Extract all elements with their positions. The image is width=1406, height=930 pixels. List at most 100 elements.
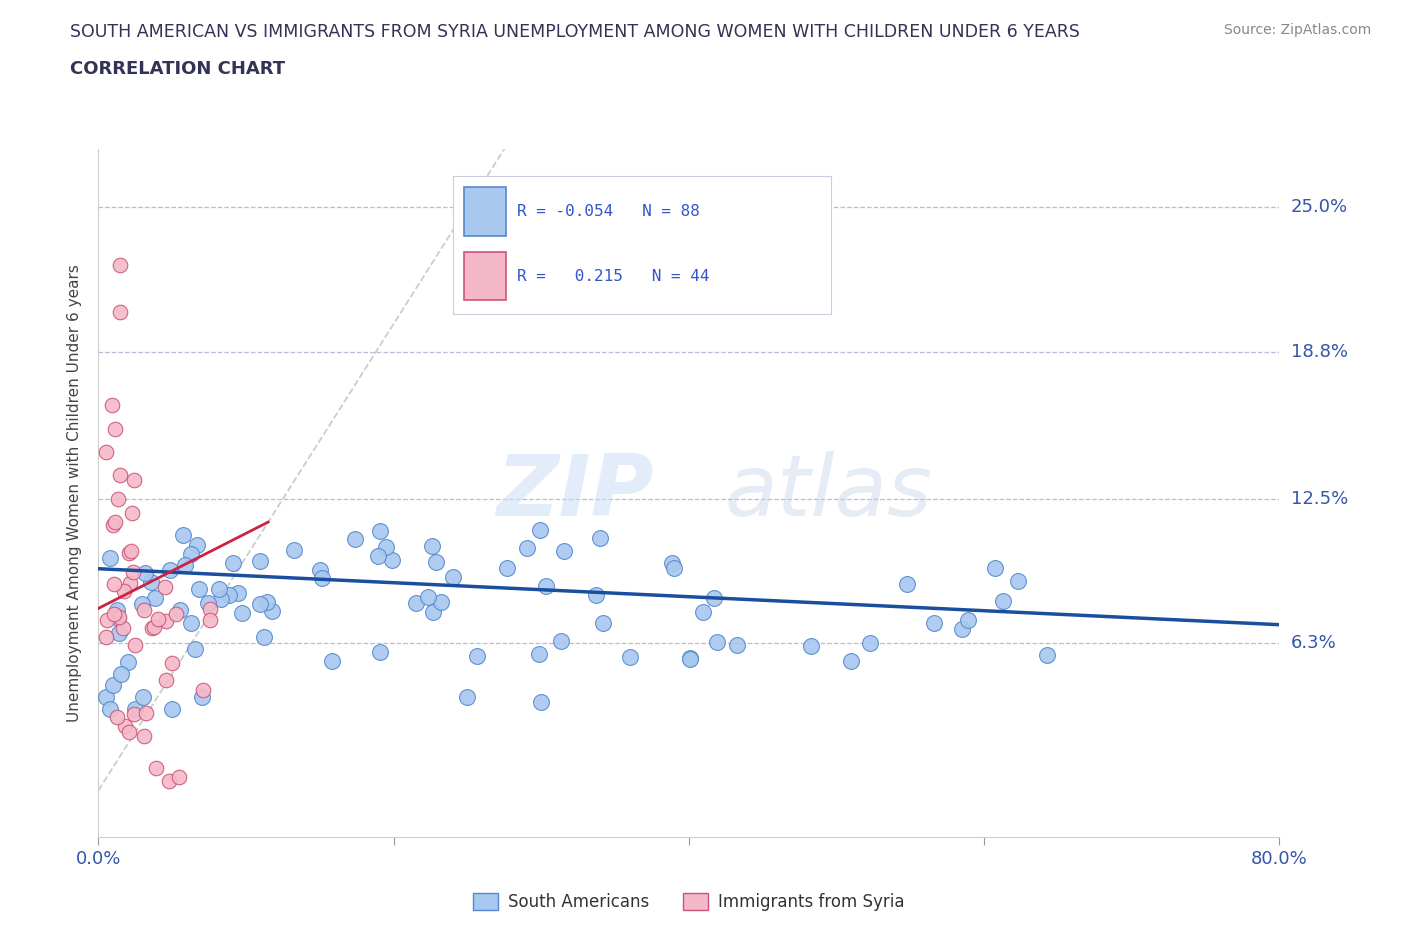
- Point: [103, 678, 125, 693]
- Point: [107, 626, 129, 641]
- Point: [859, 635, 882, 650]
- Point: [679, 650, 702, 665]
- Point: [253, 630, 276, 644]
- Point: [222, 555, 245, 570]
- Point: [405, 596, 427, 611]
- Point: [993, 593, 1015, 608]
- Point: [218, 588, 240, 603]
- Point: [950, 622, 973, 637]
- Point: [553, 543, 575, 558]
- Point: [141, 575, 163, 590]
- Point: [420, 538, 443, 553]
- Point: [456, 689, 478, 704]
- Point: [534, 578, 557, 593]
- Point: [529, 523, 551, 538]
- Point: [141, 620, 163, 635]
- Point: [146, 611, 169, 626]
- Point: [108, 258, 131, 272]
- Point: [108, 305, 131, 320]
- Point: [589, 530, 612, 545]
- Point: [96, 445, 118, 459]
- Point: [103, 577, 125, 591]
- Point: [425, 554, 447, 569]
- Point: [134, 729, 156, 744]
- Point: [131, 597, 153, 612]
- Point: [839, 654, 862, 669]
- Point: [260, 604, 283, 618]
- Text: SOUTH AMERICAN VS IMMIGRANTS FROM SYRIA UNEMPLOYMENT AMONG WOMEN WITH CHILDREN U: SOUTH AMERICAN VS IMMIGRANTS FROM SYRIA …: [70, 23, 1080, 41]
- Point: [145, 761, 167, 776]
- Point: [124, 637, 146, 652]
- Point: [321, 654, 343, 669]
- Point: [344, 532, 367, 547]
- Point: [198, 602, 221, 617]
- Point: [143, 591, 166, 605]
- Point: [187, 581, 209, 596]
- Point: [516, 541, 538, 556]
- Point: [592, 616, 614, 631]
- Point: [416, 590, 439, 604]
- Point: [96, 613, 118, 628]
- Point: [231, 605, 253, 620]
- Point: [706, 635, 728, 650]
- Point: [896, 577, 918, 591]
- Point: [422, 604, 444, 619]
- Point: [180, 547, 202, 562]
- Point: [121, 505, 143, 520]
- Point: [183, 642, 205, 657]
- Point: [159, 563, 181, 578]
- Point: [107, 611, 129, 626]
- Point: [134, 565, 156, 580]
- Point: [226, 586, 249, 601]
- Point: [98, 701, 121, 716]
- Point: [167, 769, 190, 784]
- Point: [585, 588, 607, 603]
- Point: [103, 421, 125, 436]
- Point: [661, 556, 683, 571]
- Point: [120, 543, 142, 558]
- Point: [132, 603, 155, 618]
- Point: [530, 695, 553, 710]
- Point: [191, 683, 214, 698]
- Point: [118, 724, 141, 739]
- Point: [135, 706, 157, 721]
- Point: [103, 607, 125, 622]
- Point: [110, 666, 132, 681]
- Point: [155, 579, 177, 594]
- Point: [101, 398, 124, 413]
- Point: [162, 701, 183, 716]
- Point: [122, 565, 145, 579]
- Point: [496, 560, 519, 575]
- Point: [800, 639, 823, 654]
- Point: [143, 619, 166, 634]
- Point: [922, 616, 945, 631]
- Point: [108, 609, 131, 624]
- Point: [374, 539, 396, 554]
- Legend: South Americans, Immigrants from Syria: South Americans, Immigrants from Syria: [467, 886, 911, 918]
- Point: [527, 647, 550, 662]
- Point: [256, 595, 278, 610]
- Text: 18.8%: 18.8%: [1291, 343, 1347, 361]
- Point: [112, 620, 135, 635]
- Point: [110, 468, 132, 483]
- Point: [283, 542, 305, 557]
- Point: [105, 710, 128, 724]
- Point: [465, 649, 488, 664]
- Point: [662, 561, 685, 576]
- Text: 25.0%: 25.0%: [1291, 198, 1348, 216]
- Point: [155, 672, 177, 687]
- Text: ZIP: ZIP: [496, 451, 654, 535]
- Point: [160, 656, 183, 671]
- Point: [725, 637, 748, 652]
- Point: [309, 563, 332, 578]
- Text: atlas: atlas: [724, 451, 932, 535]
- Point: [117, 655, 139, 670]
- Point: [122, 707, 145, 722]
- Point: [98, 551, 121, 565]
- Point: [101, 517, 124, 532]
- Point: [200, 613, 222, 628]
- Point: [703, 591, 725, 605]
- Point: [367, 548, 389, 563]
- Point: [381, 552, 404, 567]
- Point: [172, 527, 194, 542]
